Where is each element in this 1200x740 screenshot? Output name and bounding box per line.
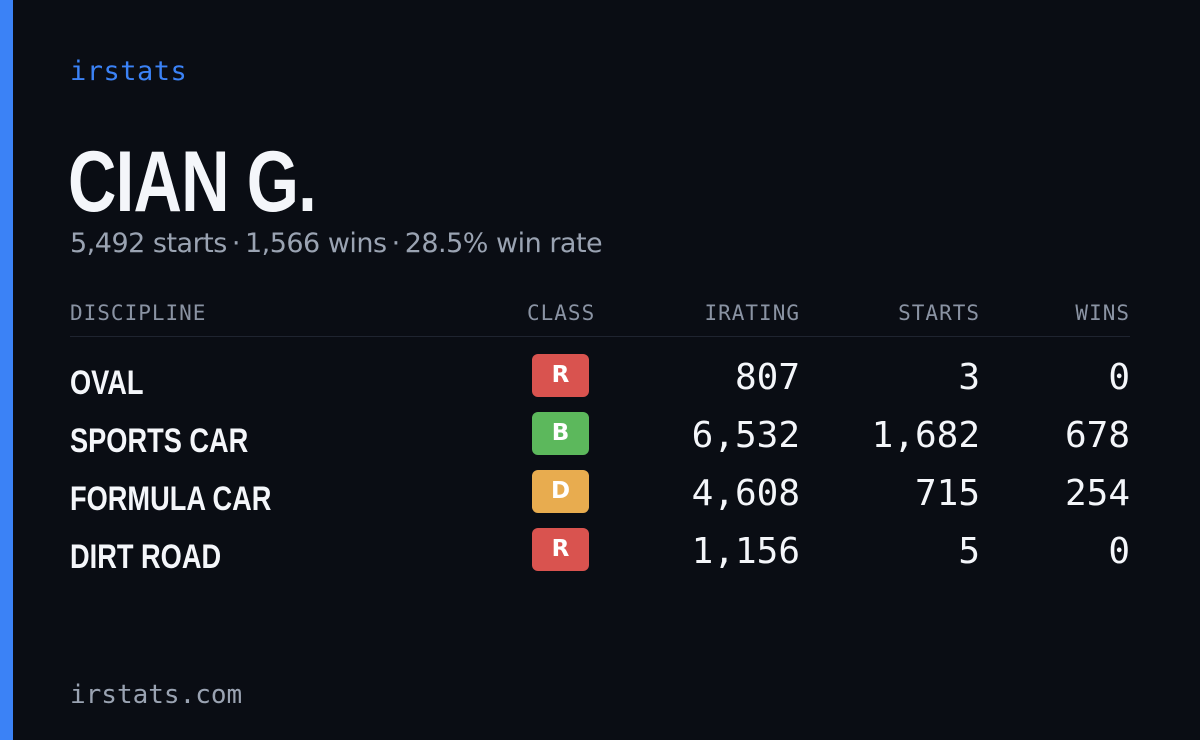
row-wins: 254 bbox=[1064, 473, 1130, 514]
summary-win-rate: 28.5% win rate bbox=[404, 228, 603, 259]
brand-logo[interactable]: irstats bbox=[70, 56, 188, 87]
row-discipline: SPORTS CAR bbox=[70, 422, 249, 460]
row-irating: 4,608 bbox=[691, 473, 800, 514]
table-row: FORMULA CAR D 4,608 715 254 bbox=[0, 470, 1200, 528]
header-irating: IRATING bbox=[704, 301, 800, 325]
table-row: DIRT ROAD R 1,156 5 0 bbox=[0, 528, 1200, 586]
header-wins: WINS bbox=[1075, 301, 1130, 325]
accent-bar bbox=[0, 0, 13, 740]
row-starts: 1,682 bbox=[871, 415, 980, 456]
table-row: OVAL R 807 3 0 bbox=[0, 354, 1200, 412]
row-discipline: DIRT ROAD bbox=[70, 538, 222, 576]
class-badge: D bbox=[532, 470, 589, 513]
row-irating: 6,532 bbox=[691, 415, 800, 456]
row-wins: 0 bbox=[1108, 531, 1130, 572]
header-divider bbox=[70, 336, 1130, 337]
summary-separator: · bbox=[231, 228, 241, 259]
class-badge: R bbox=[532, 354, 589, 397]
player-summary: 5,492 starts · 1,566 wins · 28.5% win rate bbox=[70, 228, 603, 259]
row-discipline: OVAL bbox=[70, 364, 144, 402]
row-starts: 715 bbox=[914, 473, 980, 514]
row-irating: 1,156 bbox=[691, 531, 800, 572]
row-starts: 5 bbox=[958, 531, 980, 572]
header-class: CLASS bbox=[527, 301, 596, 325]
row-wins: 0 bbox=[1108, 357, 1130, 398]
class-badge: R bbox=[532, 528, 589, 571]
summary-separator: · bbox=[391, 228, 401, 259]
row-starts: 3 bbox=[958, 357, 980, 398]
row-discipline: FORMULA CAR bbox=[70, 480, 272, 518]
class-badge: B bbox=[532, 412, 589, 455]
header-discipline: DISCIPLINE bbox=[70, 301, 207, 325]
row-irating: 807 bbox=[734, 357, 800, 398]
table-row: SPORTS CAR B 6,532 1,682 678 bbox=[0, 412, 1200, 470]
summary-starts: 5,492 starts bbox=[70, 228, 227, 259]
row-wins: 678 bbox=[1064, 415, 1130, 456]
summary-wins: 1,566 wins bbox=[244, 228, 387, 259]
header-starts: STARTS bbox=[898, 301, 980, 325]
player-name: CIAN G. bbox=[68, 134, 317, 230]
footer-site-link[interactable]: irstats.com bbox=[70, 680, 243, 710]
